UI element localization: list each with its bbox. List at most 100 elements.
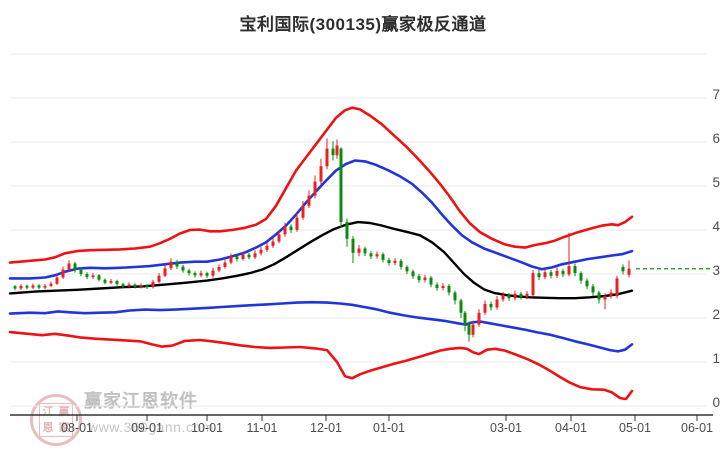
candle-body (259, 249, 263, 254)
candle-body (121, 284, 125, 287)
candle-body (627, 268, 631, 275)
candle-body (519, 293, 523, 297)
candle-body (393, 260, 397, 263)
y-tick-label: 6 (712, 131, 720, 146)
candle-body (205, 273, 209, 276)
candle-body (453, 292, 457, 301)
watermark-seal-characters: 江 赢 恩 家 (39, 403, 73, 437)
x-tick-label: 12-01 (310, 421, 342, 435)
candle-body (467, 324, 471, 335)
candle-body (363, 248, 367, 254)
candle-body (495, 299, 499, 308)
candle-body (97, 275, 101, 280)
candle-body (621, 266, 625, 272)
candle-body (211, 270, 215, 276)
candle-body (67, 263, 71, 270)
candles-layer (13, 138, 631, 342)
candle-body (423, 277, 427, 281)
candle-body (597, 292, 601, 300)
candle-body (579, 273, 583, 281)
candle-body (193, 273, 197, 276)
x-tick-label: 11-01 (246, 421, 277, 435)
candle-body (429, 277, 433, 285)
watermark-seal-logo: 江 赢 恩 家 (30, 394, 82, 446)
candle-body (181, 266, 185, 271)
candle-body (313, 181, 317, 196)
candle-body (301, 205, 305, 218)
candle-body (501, 295, 505, 300)
candle-body (139, 285, 143, 287)
candle-body (375, 254, 379, 257)
watermark-url-text: www.360gann.com (88, 419, 214, 435)
candle-body (73, 263, 77, 271)
candle-body (513, 293, 517, 299)
x-tick-label: 04-01 (555, 421, 587, 435)
candle-body (609, 292, 613, 296)
candle-body (277, 234, 281, 242)
x-tick-label: 10-01 (191, 421, 223, 435)
chart-title: 宝利国际(300135)赢家极反通道 (239, 15, 487, 34)
x-tick-label: 01-01 (373, 421, 405, 435)
candle-body (507, 295, 511, 299)
x-tick-label: 03-01 (490, 421, 522, 435)
candle-body (55, 277, 59, 284)
candle-body (537, 273, 541, 278)
candle-body (109, 281, 113, 283)
candle-body (525, 293, 529, 297)
candle-body (31, 285, 35, 288)
candle-body (471, 324, 475, 335)
candle-body (603, 296, 607, 300)
candle-body (133, 284, 137, 287)
candle-body (615, 278, 619, 296)
band-line-lower-red (8, 330, 634, 401)
candle-body (345, 222, 349, 239)
candle-body (585, 280, 589, 287)
candle-body (271, 241, 275, 246)
x-axis: 08-01 09-01 10-01 11-01 12-01 01-01 03-01 04-01… (10, 414, 713, 435)
x-tick-label: 09-01 (131, 421, 163, 435)
candle-body (235, 256, 239, 260)
candle-body (169, 261, 173, 269)
candle-body (295, 217, 299, 230)
candle-body (387, 259, 391, 263)
candle-body (417, 276, 421, 281)
channel-bands-layer (8, 106, 634, 401)
candle-body (19, 285, 23, 289)
candle-body (339, 148, 343, 223)
candle-body (489, 303, 493, 308)
candle-body (49, 283, 53, 286)
candle-body (25, 285, 29, 288)
candle-body (567, 266, 571, 275)
candle-body (247, 254, 251, 258)
candle-body (151, 281, 155, 288)
candle-body (459, 300, 463, 313)
y-axis-labels: 0 1 2 3 4 5 6 7 (712, 87, 720, 410)
y-tick-label: 4 (712, 219, 720, 234)
candle-body (591, 286, 595, 293)
candle-body (441, 285, 445, 289)
candle-body (199, 273, 203, 276)
candle-body (335, 145, 339, 156)
x-tick-label: 05-01 (619, 421, 651, 435)
candle-body (253, 253, 257, 258)
candle-body (381, 254, 385, 260)
candle-body (229, 256, 233, 263)
candle-body (13, 286, 17, 289)
candle-body (61, 269, 65, 278)
candle-body (103, 279, 107, 283)
candle-body (561, 270, 565, 275)
candle-body (307, 195, 311, 206)
candle-body (289, 226, 293, 230)
candle-body (483, 303, 487, 313)
seal-char: 江 (42, 406, 54, 418)
y-tick-label: 3 (712, 263, 720, 278)
candle-body (187, 270, 191, 274)
y-tick-label: 2 (712, 307, 720, 322)
candle-body (447, 285, 451, 293)
candle-body (91, 275, 95, 278)
band-line-upper-red (8, 106, 634, 264)
candle-body (549, 272, 553, 276)
candle-body (283, 226, 287, 235)
